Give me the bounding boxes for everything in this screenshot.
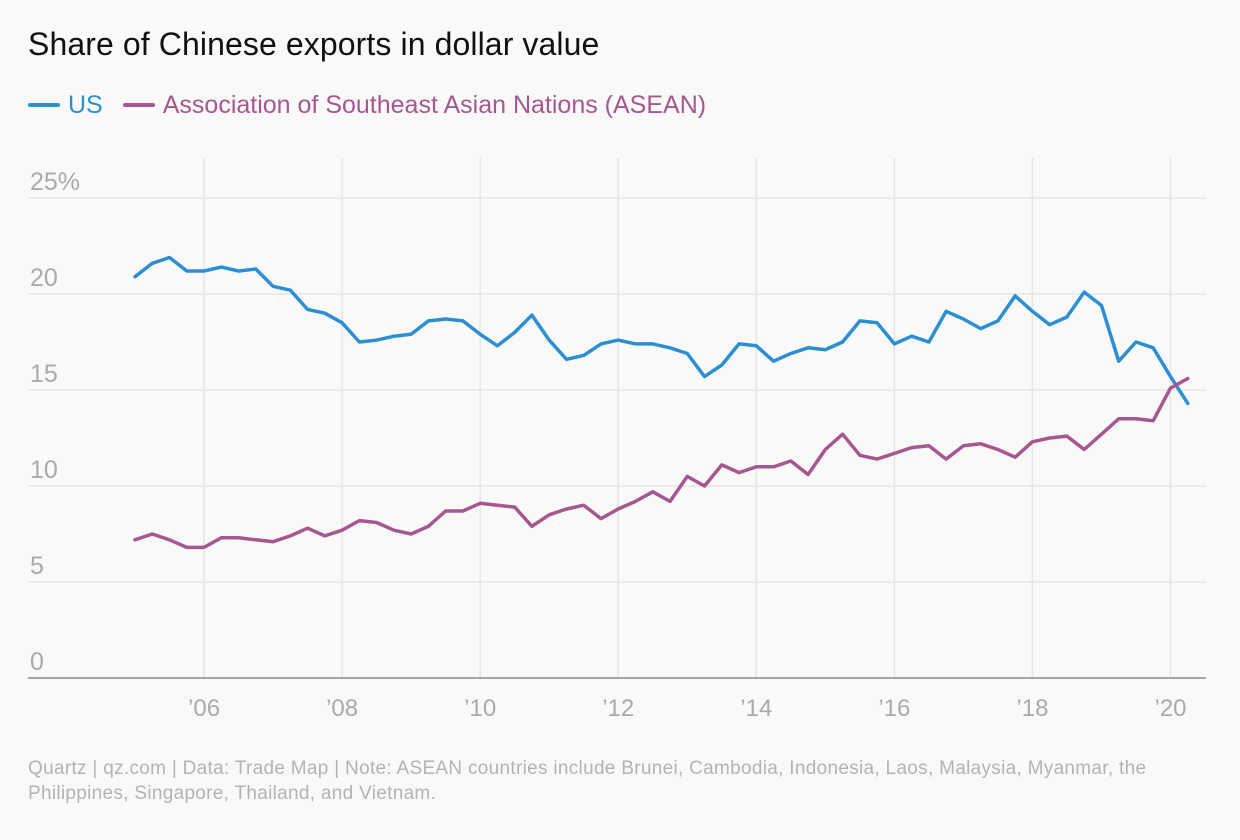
y-tick-label: 5 xyxy=(30,552,44,580)
x-tick-label: ’06 xyxy=(188,695,220,722)
x-tick-label: ’10 xyxy=(464,695,496,722)
x-tick-label: ’16 xyxy=(878,695,910,722)
y-tick-label: 0 xyxy=(30,648,44,676)
chart-title: Share of Chinese exports in dollar value xyxy=(28,26,600,62)
x-tick-label: ’18 xyxy=(1016,695,1048,722)
legend-swatch-us xyxy=(28,103,60,107)
chart-legend: US Association of Southeast Asian Nation… xyxy=(28,88,726,122)
series-line-us xyxy=(133,255,1190,406)
legend-swatch-asean xyxy=(122,103,155,107)
legend-item-us: US xyxy=(28,91,103,120)
y-tick-label: 20 xyxy=(30,264,58,292)
series-line-asean xyxy=(133,376,1190,550)
y-tick-label: 15 xyxy=(30,360,58,388)
legend-item-asean: Association of Southeast Asian Nations (… xyxy=(122,90,707,120)
x-tick-label: ’20 xyxy=(1154,695,1186,722)
x-tick-label: ’12 xyxy=(602,695,634,722)
y-tick-label: 10 xyxy=(30,456,58,484)
legend-label-asean: Association of Southeast Asian Nations (… xyxy=(162,90,707,119)
y-tick-label: 25% xyxy=(30,168,80,196)
x-tick-label: ’14 xyxy=(740,695,772,722)
source-note: Quartz | qz.com | Data: Trade Map | Note… xyxy=(28,758,1147,804)
line-chart: 0 5 10 15 20 25% ’06 ’08 ’10 ’12 ’14 ’16 ’18 ’20 xyxy=(28,158,1206,722)
legend-label-us: US xyxy=(68,90,103,119)
x-tick-label: ’08 xyxy=(326,695,358,722)
